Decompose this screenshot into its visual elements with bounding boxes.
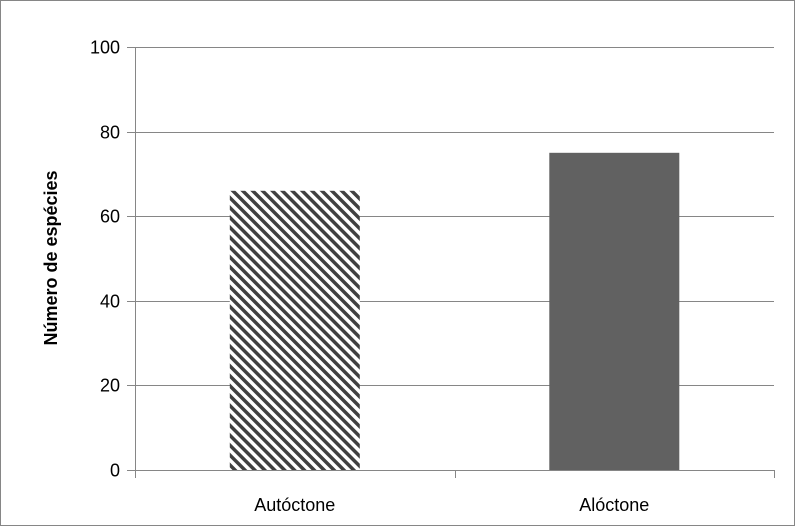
y-tick-label: 40: [100, 292, 120, 312]
y-tick-label: 0: [110, 461, 120, 481]
y-tick-label: 80: [100, 123, 120, 143]
bars: [229, 152, 680, 471]
x-category-label: Alóctone: [579, 495, 649, 515]
axes: [127, 47, 775, 478]
bar-aloctone: [549, 152, 680, 471]
y-tick-label: 60: [100, 207, 120, 227]
y-tick-label: 20: [100, 376, 120, 396]
tick-labels: 0 20 40 60 80 100 Autóctone Alóctone: [90, 38, 649, 516]
y-axis-title: Número de espécies: [41, 170, 61, 345]
x-category-label: Autóctone: [254, 495, 335, 515]
y-tick-label: 100: [90, 38, 120, 58]
bar-autoctone: [229, 190, 360, 471]
